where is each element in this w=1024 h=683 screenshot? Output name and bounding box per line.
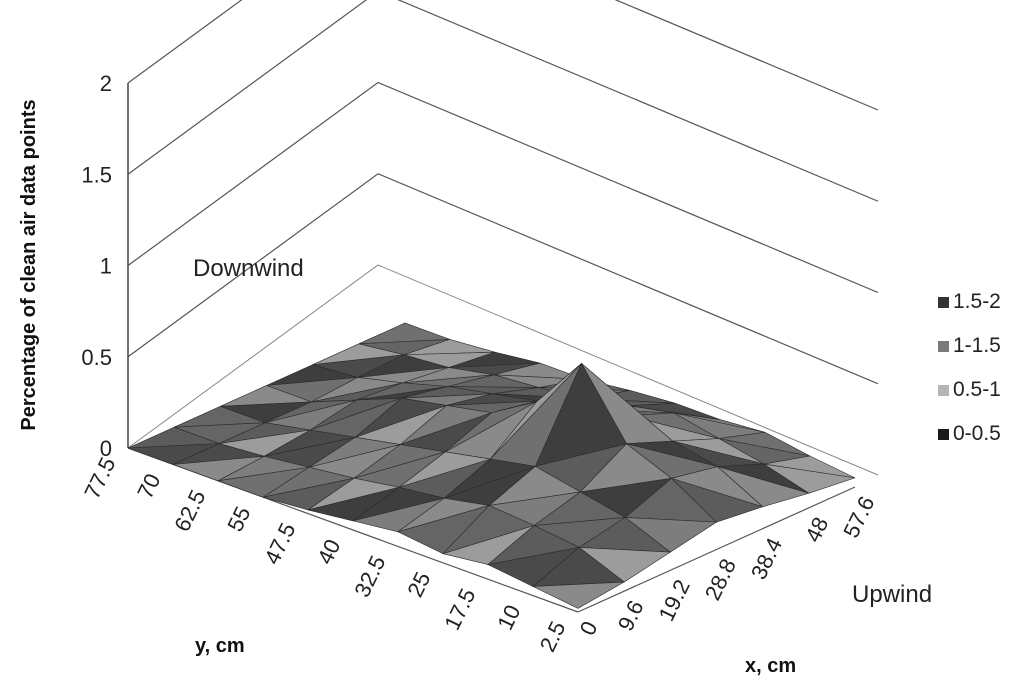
z-tick-label: 1.5 [81,162,112,187]
legend-swatch [938,341,949,352]
z-tick-label: 0 [100,436,112,461]
y-tick-label: 10 [492,601,525,634]
gridline [127,0,879,202]
y-tick-label: 62.5 [169,486,210,535]
y-tick-label: 55 [222,502,255,535]
downwind-annotation: Downwind [193,255,304,282]
floor-right-edge [577,486,856,613]
legend-label: 0.5-1 [953,378,1001,401]
surface-mesh [127,322,856,609]
gridlines [127,0,879,476]
x-tick-label: 19.2 [654,576,695,625]
y-tick-label: 70 [132,470,165,503]
x-tick-label: 57.6 [838,492,879,541]
legend-swatch [938,385,949,396]
back-floor-line [127,264,879,476]
y-tick-label: 40 [312,535,345,568]
x-tick-label: 38.4 [746,534,787,583]
y-tick-label: 32.5 [349,552,390,601]
x-axis-label: x, cm [745,655,796,677]
x-tick-label: 28.8 [700,555,741,604]
legend-swatch [938,297,949,308]
z-tick-label: 0.5 [81,345,112,370]
surface-facet [532,581,625,609]
y-tick-label: 25 [402,568,435,601]
gridline [127,81,879,294]
y-tick-label: 47.5 [259,519,300,568]
gridline [127,173,879,385]
legend: 1.5-2 1-1.5 0.5-1 0-0.5 [938,290,1001,445]
gridline [127,0,879,111]
y-tick-label: 17.5 [439,584,480,633]
upwind-annotation: Upwind [852,581,932,608]
z-tick-label: 2 [100,71,112,96]
x-tick-label: 48 [800,513,833,546]
x-tick-label: 9.6 [613,596,649,634]
x-tick-label: 0 [575,617,603,639]
legend-swatch [938,429,949,440]
y-tick-label: 77.5 [79,453,120,502]
z-axis-ticks: 0 0.5 1 1.5 2 [81,71,112,461]
z-tick-label: 1 [100,254,112,279]
z-axis-label: Percentage of clean air data points [18,99,40,430]
y-tick-label: 2.5 [535,617,571,655]
legend-label: 1.5-2 [953,290,1001,313]
y-axis-label: y, cm [195,635,245,657]
legend-label: 0-0.5 [953,422,1001,445]
legend-label: 1-1.5 [953,334,1001,357]
